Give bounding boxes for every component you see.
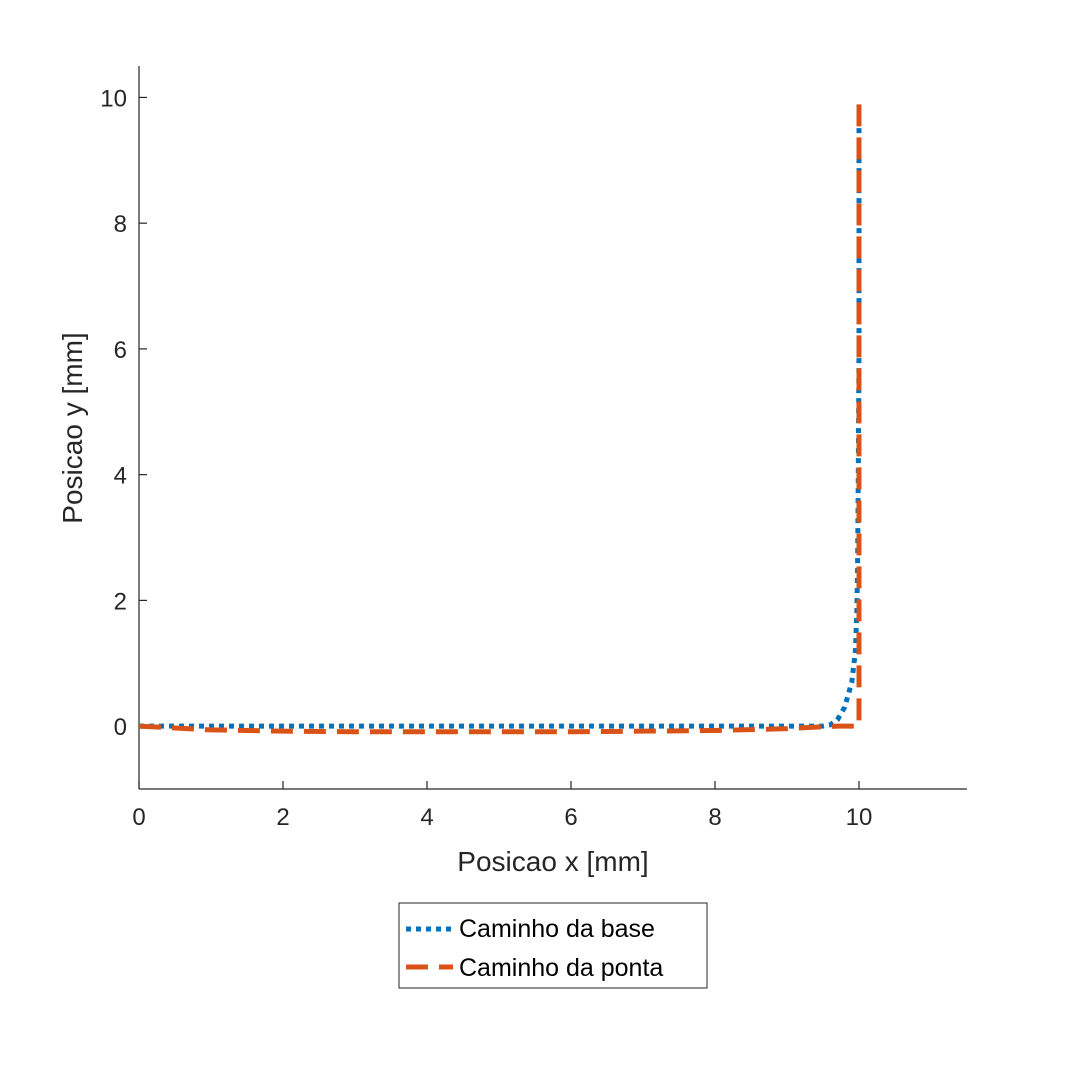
y-tick-label: 6: [114, 337, 127, 364]
legend-box: [398, 902, 708, 989]
x-tick-label: 0: [132, 804, 145, 831]
x-tick-label: 8: [708, 804, 721, 831]
legend: Caminho da base Caminho da ponta: [398, 902, 708, 989]
y-tick-label: 2: [114, 588, 127, 615]
x-axis-label: Posicao x [mm]: [457, 846, 648, 877]
x-tick-label: 2: [276, 804, 289, 831]
y-tick-label: 8: [114, 211, 127, 238]
legend-label-base: Caminho da base: [459, 915, 655, 943]
y-axis-label: Posicao y [mm]: [57, 332, 88, 523]
y-tick-label: 10: [100, 85, 127, 112]
y-ticks: 0 2 4 6 8 10: [100, 85, 147, 741]
x-tick-label: 4: [420, 804, 433, 831]
y-tick-label: 4: [114, 463, 127, 490]
series-base-path: [139, 122, 862, 729]
series-ponta-path: [138, 97, 862, 735]
x-tick-label: 6: [564, 804, 577, 831]
axes: [138, 66, 967, 790]
y-tick-label: 0: [114, 714, 127, 741]
x-ticks: 0 2 4 6 8 10: [132, 781, 872, 831]
x-tick-label: 10: [846, 804, 873, 831]
series-layer: [138, 97, 862, 735]
legend-label-ponta: Caminho da ponta: [459, 954, 663, 982]
